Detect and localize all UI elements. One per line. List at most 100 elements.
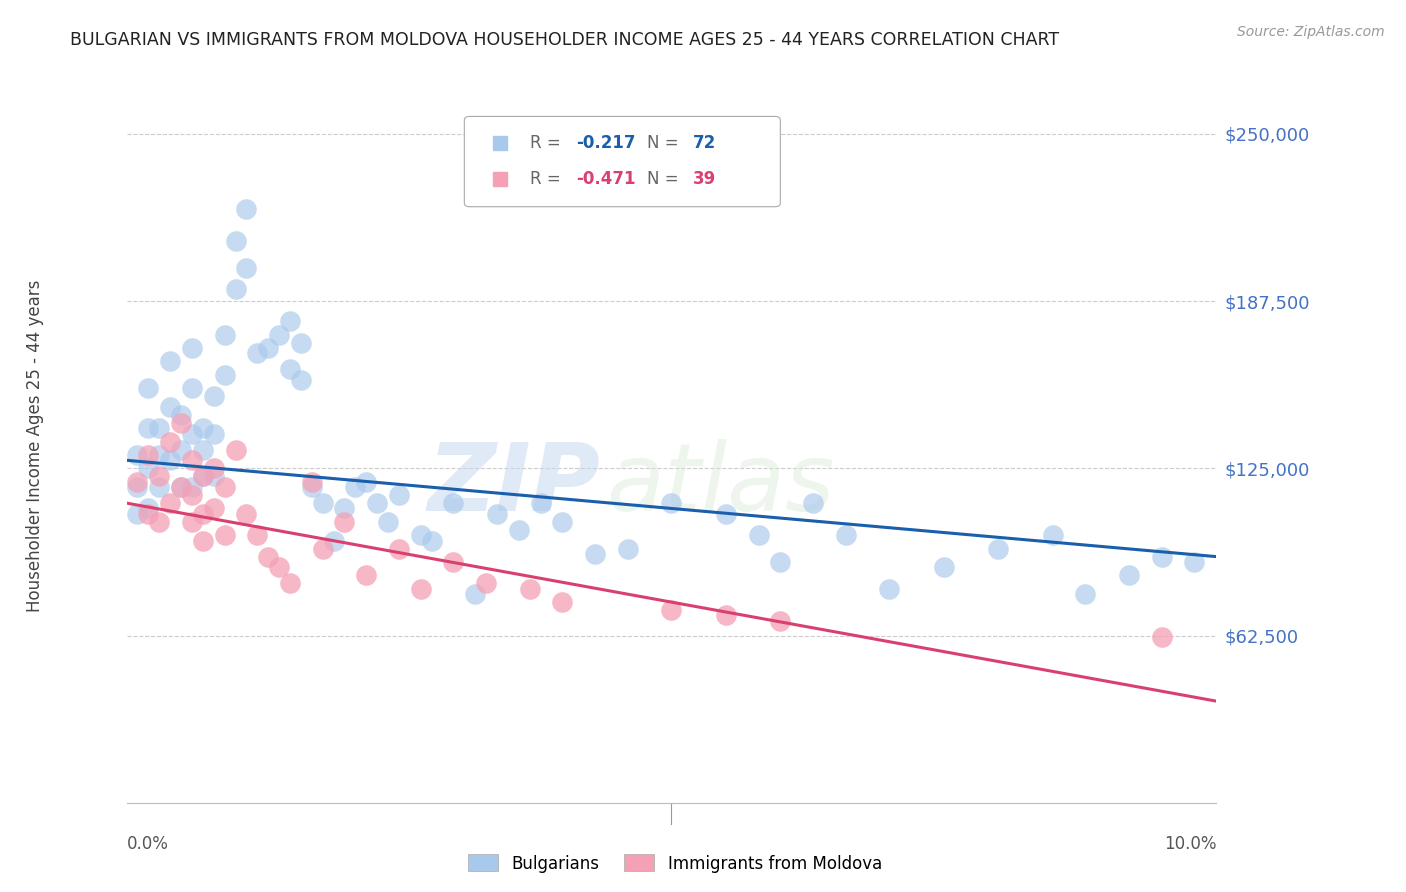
Point bbox=[311, 496, 335, 510]
Point bbox=[159, 453, 181, 467]
Point bbox=[202, 389, 225, 403]
Point bbox=[278, 314, 301, 328]
Point bbox=[769, 614, 792, 628]
Point bbox=[225, 442, 247, 457]
Point bbox=[464, 587, 486, 601]
Point bbox=[441, 555, 464, 569]
Point bbox=[225, 234, 247, 248]
Text: atlas: atlas bbox=[606, 440, 834, 531]
Point bbox=[267, 560, 291, 574]
Point bbox=[354, 475, 377, 489]
Point bbox=[801, 496, 824, 510]
Point bbox=[420, 533, 443, 548]
Point bbox=[835, 528, 858, 542]
Point bbox=[246, 346, 269, 360]
Point bbox=[366, 496, 388, 510]
Point bbox=[1118, 568, 1140, 582]
Point bbox=[1042, 528, 1064, 542]
Point bbox=[508, 523, 530, 537]
Point bbox=[1150, 549, 1173, 564]
Point bbox=[202, 461, 225, 475]
Point bbox=[344, 480, 367, 494]
Point bbox=[409, 528, 432, 542]
Point bbox=[354, 568, 377, 582]
Point bbox=[257, 341, 280, 355]
Point bbox=[148, 515, 170, 529]
Point bbox=[235, 507, 257, 521]
Point bbox=[138, 501, 160, 516]
Point bbox=[202, 426, 225, 441]
Point bbox=[322, 533, 344, 548]
Point bbox=[769, 555, 792, 569]
Text: 10.0%: 10.0% bbox=[1164, 835, 1216, 854]
Text: N =: N = bbox=[647, 134, 685, 153]
Point bbox=[583, 547, 606, 561]
Point bbox=[486, 507, 509, 521]
Point bbox=[301, 475, 323, 489]
Point bbox=[1184, 555, 1206, 569]
Point bbox=[714, 608, 737, 623]
Point bbox=[388, 488, 411, 502]
Point bbox=[138, 461, 160, 475]
Point bbox=[214, 480, 236, 494]
Point bbox=[170, 480, 193, 494]
Point bbox=[202, 501, 225, 516]
Point bbox=[138, 507, 160, 521]
Point bbox=[551, 595, 574, 609]
Point bbox=[278, 576, 301, 591]
Point bbox=[388, 541, 411, 556]
Point bbox=[932, 560, 955, 574]
Point bbox=[1150, 630, 1173, 644]
Point bbox=[475, 576, 498, 591]
Point bbox=[333, 501, 356, 516]
Point bbox=[290, 373, 312, 387]
Point bbox=[170, 408, 193, 422]
Point bbox=[529, 496, 551, 510]
Point bbox=[191, 533, 214, 548]
Point bbox=[170, 480, 193, 494]
Point bbox=[333, 515, 356, 529]
Text: -0.217: -0.217 bbox=[576, 134, 636, 153]
Point bbox=[180, 341, 202, 355]
Point bbox=[1074, 587, 1097, 601]
Point bbox=[191, 507, 214, 521]
Point bbox=[290, 335, 312, 350]
Point bbox=[235, 260, 257, 275]
Point bbox=[267, 327, 291, 342]
Point bbox=[661, 496, 683, 510]
Point bbox=[225, 282, 247, 296]
Point bbox=[138, 421, 160, 435]
Point bbox=[214, 528, 236, 542]
Text: ZIP: ZIP bbox=[427, 439, 600, 531]
Point bbox=[180, 488, 202, 502]
Text: -0.471: -0.471 bbox=[576, 170, 636, 188]
Point bbox=[191, 421, 214, 435]
Point bbox=[202, 469, 225, 483]
Point bbox=[191, 442, 214, 457]
Point bbox=[138, 381, 160, 395]
Point bbox=[148, 480, 170, 494]
Point bbox=[138, 448, 160, 462]
Point bbox=[159, 400, 181, 414]
Point bbox=[214, 368, 236, 382]
Point bbox=[441, 496, 464, 510]
Point bbox=[159, 496, 181, 510]
Point bbox=[170, 442, 193, 457]
Point bbox=[127, 480, 149, 494]
Point bbox=[180, 381, 202, 395]
Point bbox=[159, 434, 181, 449]
Point bbox=[191, 469, 214, 483]
Point bbox=[127, 507, 149, 521]
Text: BULGARIAN VS IMMIGRANTS FROM MOLDOVA HOUSEHOLDER INCOME AGES 25 - 44 YEARS CORRE: BULGARIAN VS IMMIGRANTS FROM MOLDOVA HOU… bbox=[70, 31, 1060, 49]
Legend: Bulgarians, Immigrants from Moldova: Bulgarians, Immigrants from Moldova bbox=[461, 847, 889, 880]
Point bbox=[214, 327, 236, 342]
Point bbox=[180, 426, 202, 441]
Point bbox=[191, 469, 214, 483]
Point bbox=[661, 603, 683, 617]
Point bbox=[877, 582, 901, 596]
Point bbox=[246, 528, 269, 542]
Text: Source: ZipAtlas.com: Source: ZipAtlas.com bbox=[1237, 25, 1385, 39]
Point bbox=[377, 515, 399, 529]
Point bbox=[180, 515, 202, 529]
Point bbox=[127, 448, 149, 462]
